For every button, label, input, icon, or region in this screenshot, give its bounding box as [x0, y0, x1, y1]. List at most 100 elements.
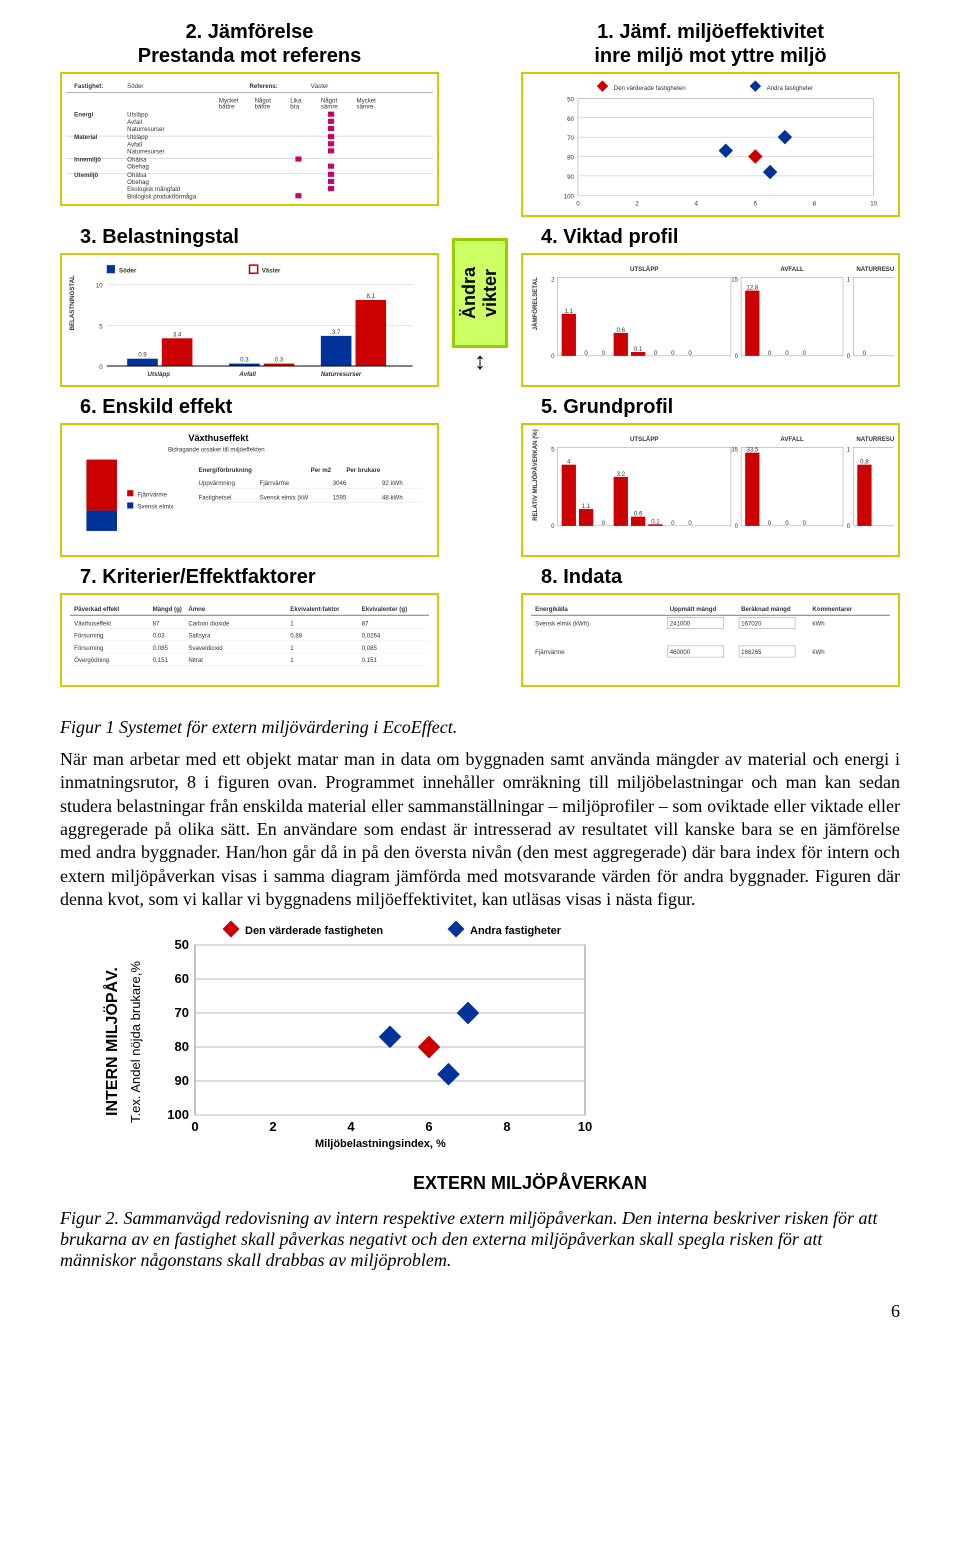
svg-text:0: 0: [551, 352, 555, 359]
svg-text:Fjärrvärme: Fjärrvärme: [535, 649, 565, 656]
svg-text:0: 0: [768, 520, 772, 527]
svg-text:bättre: bättre: [255, 104, 271, 111]
svg-text:87: 87: [362, 621, 369, 628]
svg-text:15: 15: [731, 276, 738, 283]
svg-text:0: 0: [847, 352, 851, 359]
panel-7-table: Påverkad effektMängd (g)ÄmneEkvivalent-f…: [66, 599, 433, 681]
svg-text:0.1: 0.1: [634, 346, 643, 353]
svg-text:70: 70: [567, 135, 574, 142]
svg-text:Utsläpp: Utsläpp: [127, 134, 148, 141]
svg-text:0,88: 0,88: [290, 633, 302, 640]
panel-1-box: Den värderade fastigheten Andra fastighe…: [521, 72, 900, 217]
svg-text:3046: 3046: [333, 480, 347, 487]
svg-text:AVFALL: AVFALL: [780, 266, 804, 273]
svg-text:Ekvivalent-faktor: Ekvivalent-faktor: [290, 606, 340, 613]
svg-text:0: 0: [768, 349, 772, 356]
panel-4-title: 4. Viktad profil: [521, 225, 900, 249]
svg-text:Försurning: Försurning: [74, 633, 103, 640]
svg-text:3.4: 3.4: [173, 331, 182, 338]
svg-text:8: 8: [503, 1119, 510, 1134]
svg-text:Försurning: Försurning: [74, 645, 103, 652]
svg-text:Nitrat: Nitrat: [188, 657, 203, 664]
svg-text:AVFALL: AVFALL: [780, 436, 804, 443]
svg-text:0: 0: [551, 523, 555, 530]
panel-2: 2. JämförelsePrestanda mot referens Fast…: [60, 20, 439, 217]
svg-text:92 kWh: 92 kWh: [382, 480, 403, 487]
svg-text:bättre: bättre: [219, 104, 235, 111]
panel-8: 8. Indata EnergikällaUppmätt mängdBeräkn…: [521, 565, 900, 687]
svg-text:Naturresurser: Naturresurser: [127, 148, 164, 155]
svg-text:1: 1: [847, 276, 851, 283]
svg-text:0: 0: [584, 349, 588, 356]
panel-5-box: RELATIV MILJÖPÅVERKAN (%) UTSLÄPP5041.10…: [521, 423, 900, 557]
svg-text:0: 0: [863, 349, 867, 356]
svg-text:1: 1: [847, 446, 851, 453]
svg-text:0: 0: [671, 520, 675, 527]
svg-text:Obehag: Obehag: [127, 164, 149, 171]
svg-text:167020: 167020: [741, 621, 762, 628]
svg-text:166265: 166265: [741, 649, 762, 656]
svg-text:4: 4: [347, 1119, 355, 1134]
svg-text:Referens:: Referens:: [250, 83, 278, 90]
svg-text:0,085: 0,085: [153, 645, 169, 652]
svg-text:Ekvivalenter (g): Ekvivalenter (g): [362, 606, 408, 613]
svg-text:Per brukare: Per brukare: [346, 467, 381, 474]
svg-text:1595: 1595: [333, 494, 347, 501]
svg-text:Ämne: Ämne: [188, 606, 206, 613]
svg-text:0.3: 0.3: [275, 356, 284, 363]
svg-text:0.9: 0.9: [138, 351, 147, 358]
svg-text:1: 1: [290, 621, 294, 628]
panel-7-title: 7. Kriterier/Effektfaktorer: [60, 565, 439, 589]
svg-text:35: 35: [731, 446, 738, 453]
bottom-chart-wrap: INTERN MILJÖPÅV. T.ex. Andel nöjda bruka…: [100, 917, 900, 1167]
bottom-chart-ylabel-inner: T.ex. Andel nöjda brukare,%: [126, 917, 145, 1167]
svg-text:0: 0: [191, 1119, 198, 1134]
panel-2-title: 2. JämförelsePrestanda mot referens: [60, 20, 439, 68]
svg-text:Avfall: Avfall: [127, 119, 142, 126]
svg-text:0,151: 0,151: [362, 657, 378, 664]
svg-text:Väster: Väster: [262, 267, 281, 274]
svg-text:Innemiljö: Innemiljö: [74, 157, 101, 164]
svg-text:0: 0: [803, 520, 807, 527]
svg-text:3.7: 3.7: [332, 328, 341, 335]
svg-text:90: 90: [175, 1073, 189, 1088]
svg-text:0.3: 0.3: [240, 356, 249, 363]
svg-text:UTSLÄPP: UTSLÄPP: [630, 436, 659, 443]
svg-text:Avfall: Avfall: [238, 371, 256, 378]
panel-3: 3. Belastningstal Söder Väster BELASTNIN…: [60, 225, 439, 387]
svg-text:bra: bra: [290, 104, 299, 111]
svg-text:10: 10: [96, 282, 103, 289]
svg-text:Söder: Söder: [119, 267, 137, 274]
page-number: 6: [60, 1301, 900, 1322]
scatter-top: Den värderade fastigheten Andra fastighe…: [527, 78, 894, 211]
svg-text:460000: 460000: [670, 649, 691, 656]
svg-text:Ekologisk mångfald: Ekologisk mångfald: [127, 186, 180, 193]
andra-vikter-button[interactable]: Ändravikter: [452, 238, 508, 348]
svg-text:90: 90: [567, 174, 574, 181]
panel-3-box: Söder Väster BELASTNINGSTAL 05100.93.40.…: [60, 253, 439, 387]
panel-5-chart: RELATIV MILJÖPÅVERKAN (%) UTSLÄPP5041.10…: [527, 429, 894, 551]
svg-text:Naturresurser: Naturresurser: [321, 371, 362, 378]
panel-7: 7. Kriterier/Effektfaktorer Påverkad eff…: [60, 565, 439, 687]
svg-text:0: 0: [602, 349, 606, 356]
svg-text:33.5: 33.5: [746, 446, 758, 453]
svg-text:241000: 241000: [670, 621, 691, 628]
panel-8-box: EnergikällaUppmätt mängdBeräknad mängdKo…: [521, 593, 900, 687]
svg-text:Avfall: Avfall: [127, 141, 142, 148]
svg-text:Fjärrvärme: Fjärrvärme: [137, 491, 167, 498]
svg-text:Andra fastigheter: Andra fastigheter: [767, 85, 814, 92]
svg-text:0: 0: [654, 349, 658, 356]
bottom-chart-ylabel-outer: INTERN MILJÖPÅV.: [100, 917, 126, 1167]
svg-text:0: 0: [847, 523, 851, 530]
svg-text:60: 60: [175, 971, 189, 986]
svg-text:70: 70: [175, 1005, 189, 1020]
svg-text:Svensk elmix: Svensk elmix: [137, 503, 173, 510]
svg-text:Väster: Väster: [311, 83, 329, 90]
svg-text:6: 6: [754, 200, 758, 207]
svg-text:Söder: Söder: [127, 83, 143, 90]
svg-text:0,151: 0,151: [153, 657, 169, 664]
panel-5: 5. Grundprofil RELATIV MILJÖPÅVERKAN (%)…: [521, 395, 900, 557]
svg-text:0.1: 0.1: [651, 518, 660, 525]
svg-text:8: 8: [813, 200, 817, 207]
panel-4: 4. Viktad profil JÄMFÖRELSETAL UTSLÄPP20…: [521, 225, 900, 387]
